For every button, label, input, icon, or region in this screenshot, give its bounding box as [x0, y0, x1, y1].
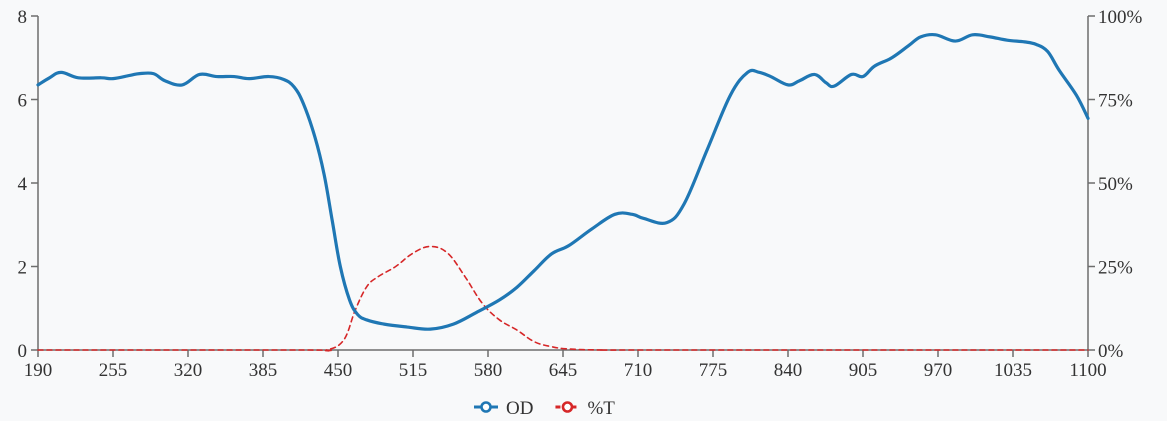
- legend-marker-icon: [480, 401, 492, 413]
- legend: OD %T: [474, 398, 615, 419]
- legend-marker-icon: [561, 401, 574, 413]
- legend-item-od: OD: [474, 398, 533, 419]
- y-tick-label-right: 75%: [1098, 91, 1133, 112]
- x-tick-label: 580: [474, 360, 503, 381]
- y-tick-label-right: 0%: [1098, 341, 1124, 362]
- y-tick-label-left: 0: [18, 341, 28, 362]
- y-tick-label-left: 6: [18, 91, 28, 112]
- x-tick-label: 385: [249, 360, 278, 381]
- x-tick-label: 840: [774, 360, 803, 381]
- x-tick-label: 320: [174, 360, 203, 381]
- x-tick-label: 1035: [994, 360, 1032, 381]
- x-tick-label: 190: [24, 360, 53, 381]
- x-tick-label: 1100: [1069, 360, 1106, 381]
- x-tick-label: 255: [99, 360, 128, 381]
- series-layer: [36, 32, 1090, 352]
- legend-label: OD: [506, 398, 533, 419]
- y-tick-label-right: 100%: [1098, 7, 1143, 28]
- x-tick-label: 645: [549, 360, 578, 381]
- axes: 190 255 320 385 450 515 580 645 710 775 840 905 970 1…: [18, 7, 1143, 381]
- x-tick-label: 515: [399, 360, 428, 381]
- y-tick-label-left: 4: [18, 174, 28, 195]
- y-tick-label-right: 50%: [1098, 174, 1133, 195]
- x-tick-label: 710: [624, 360, 653, 381]
- legend-label: %T: [587, 398, 615, 419]
- series-line-percent-t: [37, 245, 1089, 352]
- y-tick-label-left: 2: [18, 258, 28, 279]
- legend-item-percent-t: %T: [555, 398, 615, 419]
- x-tick-label: 775: [699, 360, 728, 381]
- series-line-od: [36, 32, 1090, 331]
- y-tick-label-left: 8: [18, 7, 28, 28]
- x-tick-label: 450: [324, 360, 353, 381]
- x-tick-label: 905: [849, 360, 878, 381]
- x-tick-label: 970: [924, 360, 953, 381]
- y-tick-label-right: 25%: [1098, 258, 1133, 279]
